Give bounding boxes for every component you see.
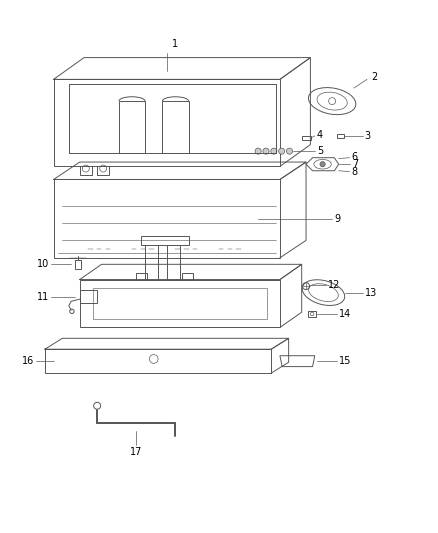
Text: 10: 10	[37, 260, 49, 269]
Bar	[141, 236, 188, 245]
Circle shape	[320, 161, 325, 167]
Text: 7: 7	[352, 159, 358, 169]
Bar	[53, 180, 280, 258]
Bar	[308, 311, 316, 317]
Bar	[53, 79, 280, 166]
Bar	[336, 134, 344, 138]
Circle shape	[279, 148, 285, 154]
Circle shape	[263, 148, 269, 154]
Bar	[302, 136, 311, 140]
Bar	[182, 273, 193, 279]
Bar	[93, 288, 267, 319]
Text: 16: 16	[22, 356, 34, 366]
Bar	[75, 260, 81, 269]
Circle shape	[255, 148, 261, 154]
Bar	[145, 245, 158, 279]
Bar	[45, 349, 271, 373]
Circle shape	[271, 148, 277, 154]
Text: 2: 2	[371, 72, 378, 82]
Text: 17: 17	[130, 447, 142, 457]
Text: 9: 9	[334, 214, 340, 224]
Text: 4: 4	[317, 130, 323, 140]
Text: 3: 3	[365, 131, 371, 141]
Text: 11: 11	[37, 292, 49, 302]
Bar	[80, 290, 97, 303]
Bar	[80, 166, 92, 175]
Text: 13: 13	[365, 288, 377, 297]
Text: 6: 6	[352, 152, 358, 162]
Text: 12: 12	[328, 280, 340, 290]
Text: 5: 5	[317, 146, 323, 156]
Bar	[97, 166, 110, 175]
Text: 15: 15	[339, 357, 351, 366]
Bar	[80, 279, 280, 327]
Bar	[162, 101, 188, 154]
Text: 8: 8	[352, 167, 358, 176]
Bar	[119, 101, 145, 154]
Text: 1: 1	[173, 39, 179, 49]
Bar	[136, 273, 147, 279]
Bar	[167, 245, 180, 279]
Text: 14: 14	[339, 309, 351, 319]
Circle shape	[286, 148, 293, 154]
